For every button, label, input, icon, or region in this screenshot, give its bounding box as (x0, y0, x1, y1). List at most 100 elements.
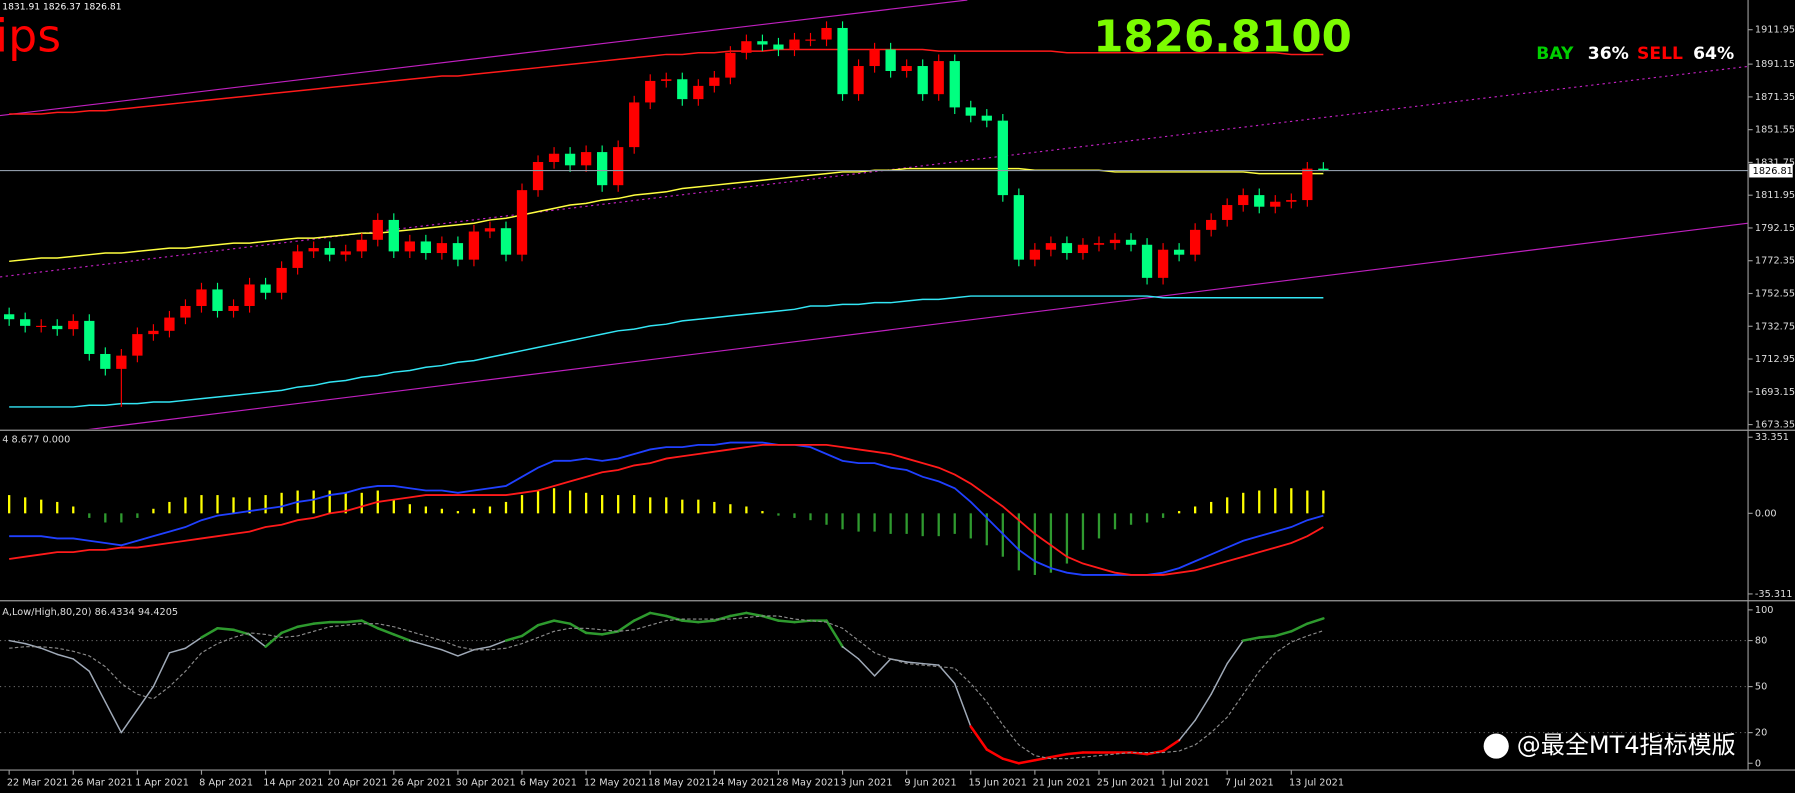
oscillator-segment (88, 670, 107, 703)
candle-body (1045, 243, 1057, 250)
histogram-bar (280, 492, 283, 514)
histogram-bar (360, 492, 363, 514)
candle-body (949, 61, 960, 108)
oscillator-segment (905, 661, 924, 665)
candle-body (500, 228, 512, 255)
histogram-bar (424, 506, 427, 514)
candle-body (965, 107, 976, 116)
y-tick-label: 20 (1755, 728, 1767, 739)
histogram-bar (1258, 490, 1261, 514)
y-tick-label: 1911.95 (1755, 25, 1795, 36)
x-tick-label: 8 Apr 2021 (199, 778, 253, 789)
histogram-bar (841, 513, 844, 530)
histogram-bar (665, 497, 668, 514)
histogram-bar (633, 495, 636, 514)
histogram-bar (520, 495, 524, 514)
moving-average (9, 295, 1324, 408)
candle-body (436, 243, 448, 254)
histogram-bar (937, 513, 940, 537)
candle-body (180, 305, 191, 318)
oscillator-segment (1001, 757, 1021, 765)
candle-body (532, 162, 544, 191)
x-tick-label: 26 Mar 2021 (71, 778, 133, 789)
x-tick-label: 24 May 2021 (712, 778, 775, 789)
histogram-bar (456, 511, 460, 514)
oscillator-segment (729, 611, 748, 618)
oscillator-segment (1049, 752, 1069, 759)
x-tick-label: 22 Mar 2021 (7, 778, 69, 789)
histogram-bar (1322, 490, 1325, 514)
histogram-bar (8, 495, 11, 514)
oscillator-segment (937, 664, 956, 685)
histogram-bar (1242, 492, 1245, 514)
candle-body (805, 39, 816, 41)
histogram-bar (617, 495, 620, 514)
candle-body (148, 330, 159, 335)
candle-body (1093, 243, 1105, 245)
histogram-bar (568, 490, 572, 514)
candle-body (1238, 195, 1249, 206)
histogram-bar (825, 513, 828, 525)
stoch-subtitle: A,Low/High,80,20) 86.4334 94.4205 (2, 607, 178, 618)
histogram-bar (264, 495, 267, 514)
histogram-bar (536, 490, 540, 514)
candle-body (997, 120, 1008, 196)
candle-body (1173, 249, 1185, 255)
oscillator-segment (584, 631, 604, 636)
candle-body (388, 219, 399, 252)
oscillator-segment (104, 701, 123, 734)
candle-body (1013, 195, 1024, 260)
oscillator-segment (664, 614, 684, 622)
oscillator-segment (616, 619, 636, 633)
histogram-bar (184, 497, 187, 514)
candle-body (420, 241, 432, 254)
y-tick-label: 1732.75 (1755, 321, 1795, 332)
histogram-bar (1193, 506, 1197, 514)
oscillator-segment (568, 622, 588, 635)
x-tick-label: 1 Jul 2021 (1161, 778, 1210, 789)
candle-body (837, 27, 848, 95)
candle-body (741, 41, 752, 53)
oscillator-segment (392, 633, 412, 642)
oscillator-segment (1274, 630, 1293, 638)
candle-body (516, 190, 528, 255)
sell-label: SELL (1637, 44, 1683, 64)
candle-body (869, 49, 880, 67)
candle-body (308, 248, 319, 252)
x-tick-label: 18 May 2021 (648, 778, 711, 789)
x-tick-label: 6 May 2021 (520, 778, 577, 789)
y-tick-label: 0.00 (1755, 508, 1777, 519)
y-tick-label: 100 (1755, 605, 1774, 616)
candle-body (4, 314, 15, 320)
histogram-bar (601, 495, 604, 514)
x-tick-label: 12 May 2021 (584, 778, 647, 789)
candle-body (452, 243, 464, 260)
oscillator-segment (425, 644, 443, 651)
candle-body (1189, 229, 1201, 255)
oscillator-segment (1145, 749, 1165, 756)
bay-label: BAY (1536, 44, 1574, 64)
y-tick-label: 1752.55 (1755, 288, 1795, 299)
histogram-bar (1161, 513, 1165, 518)
candle-body (84, 320, 95, 354)
candle-body (1318, 168, 1329, 171)
candle-body (580, 152, 592, 166)
oscillator-segment (1257, 634, 1277, 639)
oscillator-segment (520, 623, 540, 638)
oscillator-segment (713, 614, 732, 622)
oscillator-segment (441, 649, 459, 657)
oscillator-segment (152, 652, 171, 688)
candle-body (693, 85, 704, 100)
histogram-bar (120, 513, 123, 523)
histogram-bar (1145, 513, 1149, 523)
y-tick-label: 80 (1755, 636, 1767, 647)
histogram-bar (1017, 513, 1020, 571)
oscillator-segment (953, 682, 972, 728)
x-tick-label: 7 Jul 2021 (1225, 778, 1274, 789)
candle-body (596, 152, 608, 186)
y-tick-label: 1891.15 (1755, 59, 1795, 70)
candle-body (340, 251, 351, 255)
oscillator-segment (1017, 758, 1037, 765)
